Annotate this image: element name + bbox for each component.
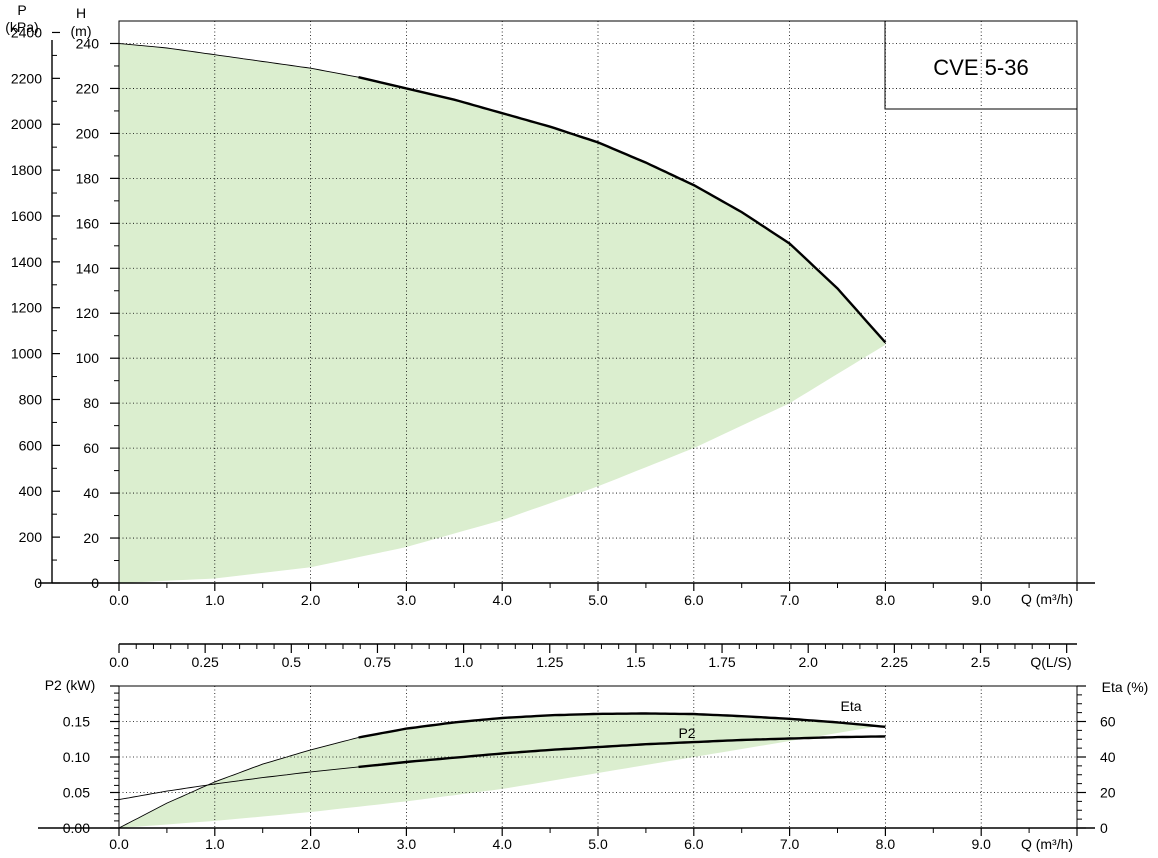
pressure-tick-label: 1200 xyxy=(11,300,42,316)
flow-litres-tick-label: 0.75 xyxy=(364,654,391,670)
eta-curve xyxy=(358,712,886,739)
head-tick-label: 140 xyxy=(76,260,100,276)
efficiency-axis-label: Eta (%) xyxy=(1102,679,1149,695)
flow-litres-tick-label: 1.75 xyxy=(708,654,735,670)
flow-tick-label-lower: 5.0 xyxy=(588,836,608,852)
flow-tick-label-upper: 6.0 xyxy=(684,592,704,608)
pressure-tick-label: 1600 xyxy=(11,208,42,224)
pressure-tick-label: 1400 xyxy=(11,254,42,270)
head-chart-tick-labels: 0200400600800100012001400160018002000220… xyxy=(11,24,991,608)
flow-litres-tick-label: 1.5 xyxy=(626,654,646,670)
pressure-tick-label: 200 xyxy=(19,529,43,545)
head-axis-label-line2: (m) xyxy=(71,23,92,39)
pressure-tick-label: 0 xyxy=(34,575,42,591)
head-tick-label: 100 xyxy=(76,350,100,366)
flow-litres-tick-label: 2.0 xyxy=(798,654,818,670)
pressure-axis-label-line1: P xyxy=(17,2,26,18)
flow-tick-label-lower: 9.0 xyxy=(971,836,991,852)
flow-tick-label-upper: 0.0 xyxy=(109,592,129,608)
flow-tick-label-upper: 1.0 xyxy=(205,592,225,608)
pressure-tick-label: 2000 xyxy=(11,116,42,132)
flow-tick-label-upper: 8.0 xyxy=(876,592,896,608)
head-tick-label: 240 xyxy=(76,35,100,51)
head-tick-label: 120 xyxy=(76,305,100,321)
pressure-tick-label: 1800 xyxy=(11,162,42,178)
head-tick-label: 80 xyxy=(83,395,99,411)
power-chart-tick-labels: 0.00 0.05 0.10 0.15 0 20 40 60 0.0 1.0 2.0 3.0 4.0 5.… xyxy=(63,714,1116,853)
flow-tick-label-lower: 3.0 xyxy=(397,836,417,852)
flow-tick-label-lower: 6.0 xyxy=(684,836,704,852)
pressure-tick-label: 800 xyxy=(19,391,43,407)
flow-axis-label-upper: Q (m³/h) xyxy=(1021,591,1073,607)
efficiency-tick-label: 0 xyxy=(1100,820,1108,836)
pressure-tick-label: 1000 xyxy=(11,346,42,362)
flow-tick-label-upper: 7.0 xyxy=(780,592,800,608)
eta-curve-low-flow xyxy=(118,737,359,829)
efficiency-tick-label: 60 xyxy=(1100,714,1116,730)
model-title-box: CVE 5-36 xyxy=(884,20,1078,110)
flow-litres-tick-label: 0.5 xyxy=(282,654,302,670)
head-chart-grid xyxy=(119,21,1077,583)
flow-litres-tick-label: 1.25 xyxy=(536,654,563,670)
flow-axis-label-lower: Q (m³/h) xyxy=(1021,836,1073,852)
power-chart-grid xyxy=(119,686,1077,828)
power-efficiency-chart: 0.00 0.05 0.10 0.15 0 20 40 60 0.0 1.0 2.0 3.0 4.0 5.… xyxy=(38,677,1148,852)
flow-tick-label-lower: 8.0 xyxy=(876,836,896,852)
flow-tick-label-lower: 7.0 xyxy=(780,836,800,852)
p2-curve xyxy=(358,735,886,769)
flow-tick-label-lower: 0.0 xyxy=(109,836,129,852)
flow-tick-label-lower: 4.0 xyxy=(492,836,512,852)
head-tick-label: 40 xyxy=(83,485,99,501)
flow-tick-label-upper: 3.0 xyxy=(397,592,417,608)
head-tick-label: 220 xyxy=(76,80,100,96)
power-chart-axes xyxy=(38,685,1095,836)
efficiency-tick-label: 40 xyxy=(1100,749,1116,765)
head-tick-label: 20 xyxy=(83,530,99,546)
flow-litres-tick-label: 0.0 xyxy=(109,654,129,670)
pressure-axis-label-line2: (kPa) xyxy=(5,19,38,35)
head-curve-lines xyxy=(118,43,887,344)
model-title-frame xyxy=(884,20,1078,110)
flow-litres-tick-label: 0.25 xyxy=(192,654,219,670)
head-tick-label: 60 xyxy=(83,440,99,456)
power-tick-label: 0.00 xyxy=(63,820,90,836)
head-tick-label: 180 xyxy=(76,170,100,186)
flow-litres-tick-label: 2.5 xyxy=(971,654,991,670)
head-chart-axis-labels: P (kPa) H (m) Q (m³/h) xyxy=(5,2,1073,607)
head-chart-axes xyxy=(38,31,1095,591)
power-tick-label: 0.05 xyxy=(63,785,90,801)
head-curve xyxy=(358,76,887,344)
pressure-tick-label: 2400 xyxy=(11,24,42,40)
pressure-tick-label: 600 xyxy=(19,437,43,453)
flow-litres-axis-label: Q(L/S) xyxy=(1030,654,1071,670)
head-axis-label-line1: H xyxy=(76,5,86,21)
head-tick-label: 200 xyxy=(76,125,100,141)
head-curve-low-flow xyxy=(118,43,359,78)
p2-series-label: P2 xyxy=(678,725,695,741)
flow-tick-label-upper: 9.0 xyxy=(971,592,991,608)
p2-curve-low-flow xyxy=(118,766,359,801)
pressure-tick-label: 2200 xyxy=(11,70,42,86)
eta-series-label: Eta xyxy=(840,698,861,714)
power-tick-label: 0.10 xyxy=(63,749,90,765)
power-efficiency-lines xyxy=(118,712,886,829)
head-curve-chart: 0200400600800100012001400160018002000220… xyxy=(5,2,1095,608)
flow-tick-label-upper: 2.0 xyxy=(301,592,321,608)
model-title: CVE 5-36 xyxy=(933,55,1028,80)
flow-tick-label-lower: 2.0 xyxy=(301,836,321,852)
flow-tick-label-lower: 1.0 xyxy=(205,836,225,852)
flow-litres-tick-label: 1.0 xyxy=(454,654,474,670)
flow-tick-label-upper: 5.0 xyxy=(588,592,608,608)
efficiency-tick-label: 20 xyxy=(1100,785,1116,801)
flow-tick-label-upper: 4.0 xyxy=(492,592,512,608)
power-tick-label: 0.15 xyxy=(63,714,90,730)
pressure-tick-label: 400 xyxy=(19,483,43,499)
power-axis-label: P2 (kW) xyxy=(45,677,96,693)
head-tick-label: 160 xyxy=(76,215,100,231)
flow-litres-tick-label: 2.25 xyxy=(881,654,908,670)
flow-litres-scale: 0.0 0.25 0.5 0.75 1.0 1.25 1.5 1.75 2.0 2.25 2.5 xyxy=(109,643,1077,670)
head-tick-label: 0 xyxy=(91,575,99,591)
